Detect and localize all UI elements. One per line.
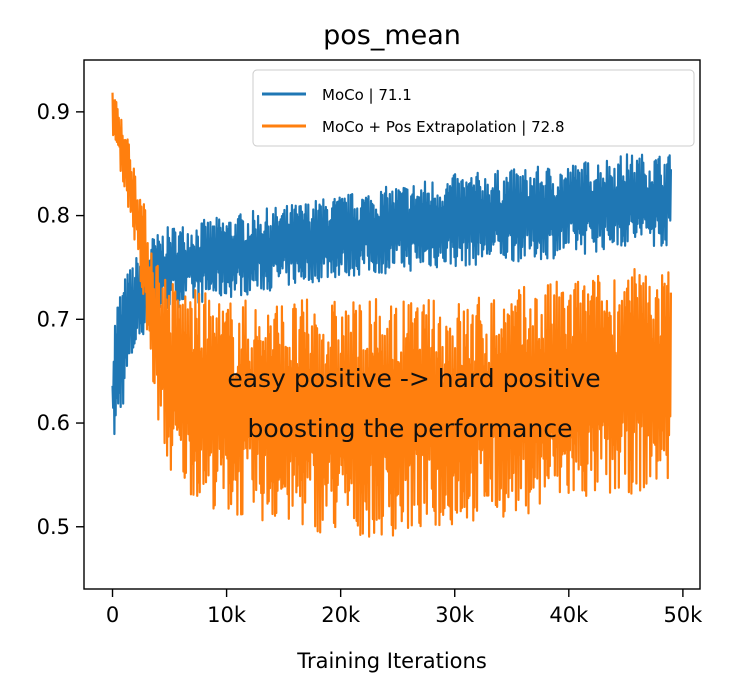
legend-box bbox=[252, 69, 695, 147]
y-tick-label: 0.8 bbox=[37, 204, 70, 228]
annotation-line-2: boosting the performance bbox=[248, 414, 573, 443]
legend-label-moco: MoCo | 71.1 bbox=[322, 86, 412, 104]
legend: MoCo | 71.1 MoCo + Pos Extrapolation | 7… bbox=[252, 69, 695, 147]
y-tick-label: 0.5 bbox=[37, 515, 70, 539]
x-tick-label: 30k bbox=[435, 603, 475, 627]
legend-label-moco-pos-extrapolation: MoCo + Pos Extrapolation | 72.8 bbox=[322, 118, 565, 136]
y-tick-label: 0.9 bbox=[37, 100, 70, 124]
x-tick-label: 10k bbox=[207, 603, 247, 627]
x-axis-label: Training Iterations bbox=[296, 649, 487, 673]
x-axis: 0 10k 20k 30k 40k 50k bbox=[106, 589, 703, 627]
plot-frame bbox=[83, 59, 701, 590]
x-tick-label: 20k bbox=[321, 603, 361, 627]
x-tick-label: 50k bbox=[663, 603, 703, 627]
chart-title: pos_mean bbox=[323, 20, 461, 51]
x-tick-label: 40k bbox=[549, 603, 589, 627]
y-axis: 0.5 0.6 0.7 0.8 0.9 bbox=[37, 100, 84, 539]
y-tick-label: 0.6 bbox=[37, 411, 70, 435]
y-tick-label: 0.7 bbox=[37, 307, 70, 331]
x-tick-label: 0 bbox=[106, 603, 119, 627]
annotation-line-1: easy positive -> hard positive bbox=[227, 364, 600, 393]
series-line-0 bbox=[111, 153, 673, 436]
series-layer bbox=[111, 92, 673, 538]
series-line-1 bbox=[111, 92, 673, 538]
